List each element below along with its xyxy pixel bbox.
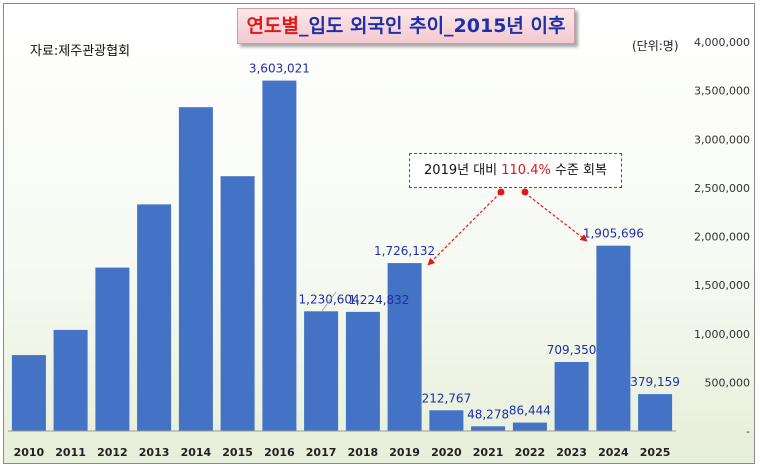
data-label-2020: 212,767 [422, 391, 472, 405]
y-tick-4000000: 4,000,000 [694, 36, 750, 49]
bar-2017 [304, 311, 339, 431]
y-tick-0: - [746, 425, 750, 438]
data-label-2018: 1,224,832 [348, 293, 409, 307]
callout-suffix: 수준 회복 [550, 163, 607, 178]
x-tick-2012: 2012 [97, 446, 128, 459]
bar-2015 [220, 176, 255, 431]
data-label-2021: 48,278 [467, 407, 509, 421]
y-tick-3000000: 3,000,000 [694, 133, 750, 146]
x-tick-2021: 2021 [473, 446, 504, 459]
x-tick-2017: 2017 [306, 446, 337, 459]
bar-2024 [596, 245, 631, 431]
bar-2020 [429, 410, 464, 431]
bar-2014 [178, 107, 213, 431]
chart-title: 연도별_입도 외국인 추이_2015년 이후 [237, 8, 575, 44]
bar-2019 [387, 263, 422, 431]
callout-percent: 110.4% [501, 163, 551, 178]
bar-2023 [554, 362, 589, 431]
bar-2021 [471, 426, 506, 431]
callout-dot-left [497, 188, 505, 196]
callout-arrow-2019 [427, 192, 501, 266]
x-tick-2016: 2016 [264, 446, 295, 459]
chart-frame: 연도별_입도 외국인 추이_2015년 이후 자료:제주관광협회 (단위:명) … [3, 3, 755, 464]
x-tick-2018: 2018 [348, 446, 379, 459]
unit-label: (단위:명) [632, 39, 679, 53]
y-tick-2500000: 2,500,000 [694, 182, 750, 195]
x-tick-2011: 2011 [55, 446, 86, 459]
bar-2010 [11, 355, 46, 431]
chart-title-highlight: 연도별 [246, 15, 299, 37]
bar-2022 [512, 422, 547, 431]
x-tick-2013: 2013 [139, 446, 170, 459]
y-tick-1000000: 1,000,000 [694, 328, 750, 341]
x-tick-2010: 2010 [14, 446, 45, 459]
bar-2012 [95, 267, 130, 431]
data-label-2019: 1,726,132 [374, 244, 435, 258]
data-label-2023: 709,350 [547, 343, 597, 357]
data-label-2022: 86,444 [509, 404, 551, 418]
chart-title-rest: _입도 외국인 추이_2015년 이후 [298, 15, 566, 37]
callout-prefix: 2019년 대비 [424, 163, 502, 178]
recovery-callout: 2019년 대비 110.4% 수준 회복 [409, 153, 622, 188]
x-tick-2025: 2025 [640, 446, 671, 459]
data-label-2024: 1,905,696 [583, 227, 644, 241]
x-tick-2014: 2014 [181, 446, 212, 459]
data-label-2017: 1,230,604 [299, 292, 360, 306]
x-tick-2024: 2024 [598, 446, 629, 459]
callout-dot-right [521, 188, 529, 196]
bar-2025 [638, 394, 673, 431]
y-tick-1500000: 1,500,000 [694, 279, 750, 292]
y-tick-2000000: 2,000,000 [694, 231, 750, 244]
bar-2011 [53, 329, 88, 431]
source-label: 자료:제주관광협회 [30, 44, 131, 59]
data-label-2016: 3,603,021 [249, 62, 310, 76]
x-tick-2019: 2019 [389, 446, 420, 459]
callout-arrow-2024 [524, 192, 588, 242]
x-tick-2020: 2020 [431, 446, 462, 459]
x-tick-2023: 2023 [556, 446, 587, 459]
data-label-2025: 379,159 [630, 375, 680, 389]
leader-line-2017 [321, 291, 337, 312]
bar-chart: 2010 2011 2012 2013 2014 2015 2016 2017 2018 2019… [8, 36, 751, 459]
bar-2013 [137, 204, 172, 431]
bar-2018 [345, 311, 380, 431]
x-tick-2015: 2015 [222, 446, 253, 459]
x-tick-2022: 2022 [515, 446, 546, 459]
y-tick-3500000: 3,500,000 [694, 85, 750, 98]
y-tick-500000: 500,000 [705, 376, 751, 389]
bar-2016 [262, 80, 297, 431]
